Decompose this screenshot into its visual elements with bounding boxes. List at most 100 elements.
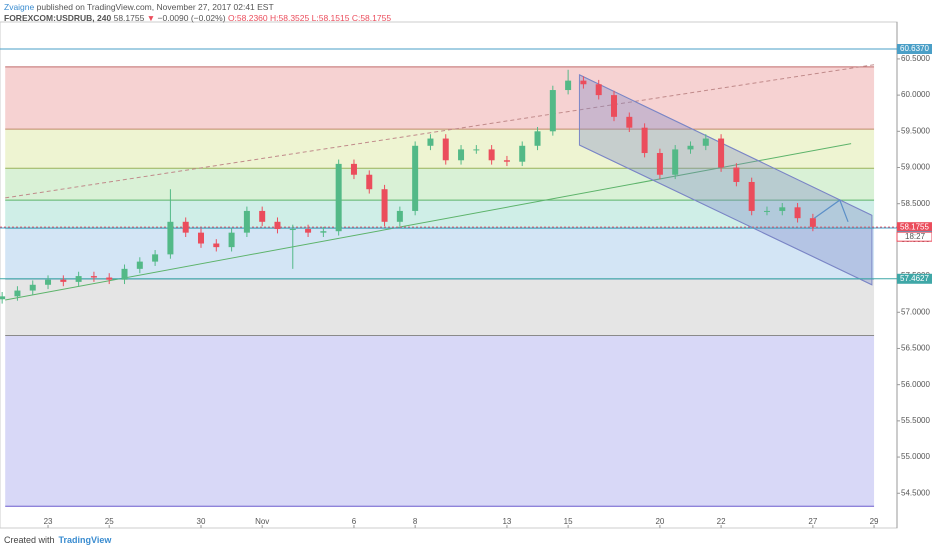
x-tick-label: 13 xyxy=(502,517,511,526)
price-label: 58.1755 xyxy=(900,222,929,231)
candle-body xyxy=(90,276,97,278)
candle-body xyxy=(182,221,189,233)
publish-line: Zvaigne published on TradingView.com, No… xyxy=(4,2,391,13)
fib-band xyxy=(5,200,875,229)
candle-body xyxy=(809,218,816,227)
candle-body xyxy=(106,277,113,280)
channel-top xyxy=(579,74,873,216)
header: Zvaigne published on TradingView.com, No… xyxy=(4,2,391,24)
y-tick-label: 55.0000 xyxy=(901,452,930,461)
candle-body xyxy=(534,131,541,146)
candle-body xyxy=(473,149,480,151)
candle-body xyxy=(702,138,709,146)
candle-body xyxy=(687,145,694,150)
candle-body xyxy=(45,279,52,285)
symbol: FOREXCOM:USDRUB, 240 xyxy=(4,13,112,23)
candle-body xyxy=(29,284,36,291)
candle-body xyxy=(442,138,449,161)
footer: Created with TradingView xyxy=(4,535,111,545)
candle-body xyxy=(733,167,740,182)
x-tick-label: Nov xyxy=(255,517,269,526)
candle-body xyxy=(748,181,755,211)
y-tick-label: 56.0000 xyxy=(901,380,930,389)
candle-body xyxy=(305,229,312,233)
candle-body xyxy=(672,149,679,175)
candle-body xyxy=(565,80,572,91)
fib-band xyxy=(5,66,875,130)
candle-body xyxy=(396,210,403,222)
candle-body xyxy=(167,221,174,255)
candle-body xyxy=(289,229,296,231)
candle-body xyxy=(656,153,663,175)
candle-body xyxy=(136,261,143,269)
x-tick-label: 22 xyxy=(717,517,726,526)
published: published on TradingView.com, November 2… xyxy=(36,2,274,12)
candle-body xyxy=(580,80,587,85)
candle-body xyxy=(427,138,434,146)
candle-body xyxy=(213,243,220,248)
low: L:58.1515 xyxy=(311,13,350,23)
candle-body xyxy=(763,210,770,212)
y-tick-label: 56.5000 xyxy=(901,344,930,353)
candle-body xyxy=(0,296,6,300)
candle-body xyxy=(595,84,602,96)
x-tick-label: 23 xyxy=(44,517,53,526)
candle-body xyxy=(794,207,801,219)
fib-band xyxy=(5,335,875,507)
change: −0.0090 (−0.02%) xyxy=(157,13,226,23)
fib-band xyxy=(5,168,875,201)
candle-body xyxy=(718,138,725,168)
candle-body xyxy=(274,221,281,230)
candle-body xyxy=(228,232,235,248)
candle-body xyxy=(14,290,21,297)
arrow: ▼ xyxy=(146,13,156,23)
price-label-box xyxy=(897,44,932,55)
candle-body xyxy=(152,254,159,262)
quote-line: FOREXCOM:USDRUB, 240 58.1755 ▼ −0.0090 (… xyxy=(4,13,391,24)
y-tick-label: 59.5000 xyxy=(901,126,930,135)
channel-bottom xyxy=(579,144,873,286)
price-label: 57.4627 xyxy=(900,274,929,283)
candle-body xyxy=(197,232,204,244)
x-tick-label: 25 xyxy=(105,517,114,526)
candle-body xyxy=(350,163,357,175)
candle-body xyxy=(381,189,388,222)
candle-body xyxy=(779,207,786,211)
candle-body xyxy=(503,160,510,162)
trendline xyxy=(5,143,852,301)
x-tick-label: 8 xyxy=(413,517,418,526)
y-tick-label: 57.0000 xyxy=(901,307,930,316)
fib-band xyxy=(5,278,875,336)
candle-body xyxy=(641,127,648,154)
y-tick-label: 58.5000 xyxy=(901,199,930,208)
x-tick-label: 15 xyxy=(564,517,573,526)
x-tick-label: 6 xyxy=(352,517,357,526)
fib-band xyxy=(5,129,875,169)
countdown: 18:27 xyxy=(905,232,926,241)
candle-body xyxy=(488,149,495,161)
candle-body xyxy=(626,116,633,128)
brand[interactable]: TradingView xyxy=(58,535,112,545)
y-tick-label: 60.5000 xyxy=(901,54,930,63)
candle-body xyxy=(519,145,526,162)
y-tick-label: 60.0000 xyxy=(901,90,930,99)
countdown-box xyxy=(896,231,932,242)
author[interactable]: Zvaigne xyxy=(4,2,35,12)
fib-band xyxy=(5,228,875,279)
arrow xyxy=(814,199,849,223)
candle-body xyxy=(458,149,465,161)
candle-body xyxy=(549,90,556,132)
x-tick-label: 20 xyxy=(655,517,664,526)
x-tick-label: 30 xyxy=(197,517,206,526)
close: C:58.1755 xyxy=(351,13,392,23)
candle-body xyxy=(60,279,67,282)
candle-body xyxy=(366,174,373,190)
last: 58.1755 xyxy=(113,13,145,23)
candle-body xyxy=(259,210,266,222)
candle-body xyxy=(335,163,342,232)
candle-body xyxy=(412,145,419,211)
price-label-box xyxy=(897,273,932,284)
candle-body xyxy=(75,276,82,282)
